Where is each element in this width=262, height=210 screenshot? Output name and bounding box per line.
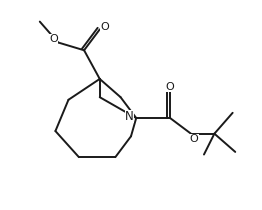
Text: O: O — [100, 22, 109, 32]
Text: O: O — [190, 134, 198, 144]
Text: N: N — [125, 110, 134, 123]
Text: O: O — [49, 34, 58, 44]
Text: O: O — [166, 82, 174, 92]
